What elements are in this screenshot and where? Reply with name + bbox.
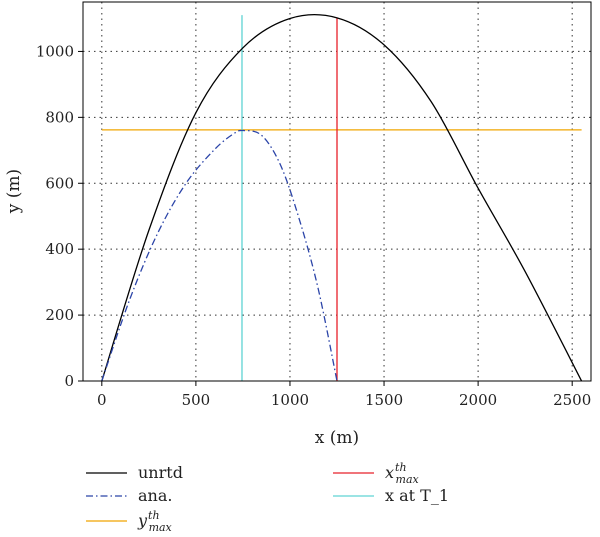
legend-label: xth max (385, 461, 420, 486)
y-tick-label: 200 (45, 306, 74, 324)
legend-item: yth max (86, 509, 173, 534)
legend-item: x at T_1 (333, 486, 449, 505)
y-tick-label: 400 (45, 240, 74, 258)
x-tick-label: 2000 (459, 391, 497, 409)
legend-label: x at T_1 (385, 486, 449, 505)
y-tick-label: 800 (45, 108, 74, 126)
ticks-layer: 0 500 1000 1500 2000 2500 0 200 400 600 800 1000 (36, 42, 591, 409)
y-tick-label: 1000 (36, 42, 74, 60)
y-axis-label: y (m) (4, 169, 24, 214)
legend-item: ana. (86, 486, 172, 505)
plot-frame (82, 1, 592, 382)
series-layer (101, 13, 583, 382)
legend-item: xth max (333, 461, 420, 486)
unrtd-series-line (101, 13, 583, 382)
legend-label: yth max (137, 509, 173, 534)
x-tick-label: 500 (182, 391, 211, 409)
x-axis-label: x (m) (315, 428, 359, 448)
x-tick-label: 0 (97, 391, 107, 409)
y-tick-label: 600 (45, 174, 74, 192)
legend-label: ana. (138, 486, 172, 505)
x-tick-label: 1500 (365, 391, 403, 409)
x-tick-label: 2500 (553, 391, 591, 409)
legend-item: unrtd (86, 463, 183, 482)
ana-series-line (101, 129, 338, 382)
x-tick-label: 1000 (271, 391, 309, 409)
y-tick-label: 0 (64, 372, 74, 390)
legend-label: unrtd (138, 463, 183, 482)
